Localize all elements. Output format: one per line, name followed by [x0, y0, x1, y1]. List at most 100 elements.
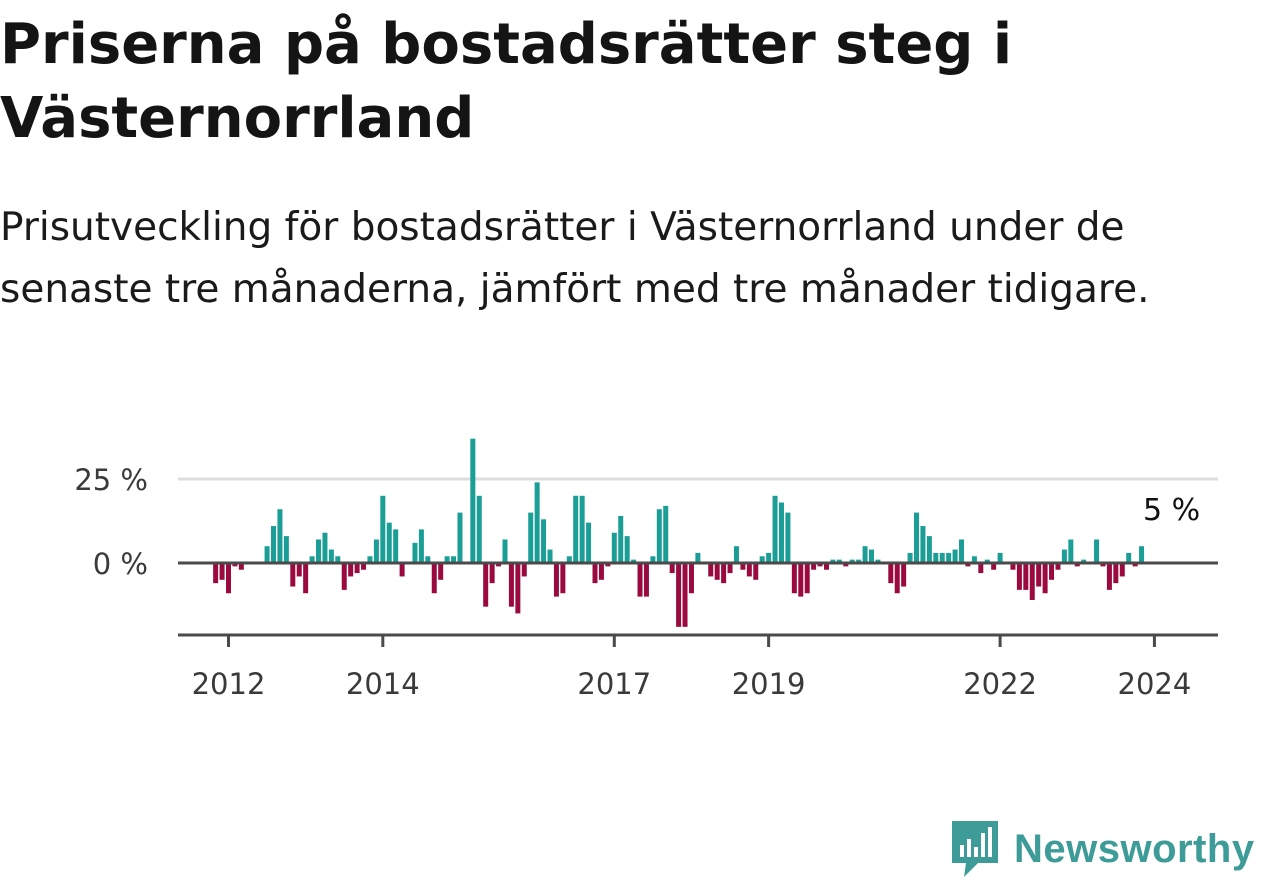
bar	[380, 495, 386, 563]
bar	[238, 563, 244, 570]
bar-chart: 0 % 25 % 2012 2014 2017 2019 2022 2024 5 %	[74, 438, 1218, 701]
bar	[534, 482, 540, 563]
bar	[650, 556, 656, 563]
bar	[335, 556, 341, 563]
bar	[624, 536, 630, 563]
bar	[907, 552, 913, 563]
bar	[1036, 563, 1042, 587]
bar	[451, 556, 457, 563]
bar	[213, 563, 219, 584]
bar	[547, 549, 553, 563]
bar	[695, 552, 701, 563]
bar	[1113, 563, 1119, 584]
bar	[920, 526, 926, 563]
axes: 0 % 25 % 2012 2014 2017 2019 2022 2024 5 %	[74, 463, 1218, 701]
bar	[309, 556, 315, 563]
bar	[984, 559, 990, 563]
bar	[541, 519, 547, 563]
bar	[219, 563, 225, 580]
bar	[457, 512, 463, 563]
bar	[232, 563, 238, 567]
bar	[836, 559, 842, 563]
bar	[438, 563, 444, 580]
bar	[862, 546, 868, 563]
bar	[367, 556, 373, 563]
bar	[508, 563, 514, 607]
bar	[1126, 552, 1132, 563]
bar	[1074, 563, 1080, 567]
bar	[1094, 539, 1100, 563]
x-tick-label: 2022	[963, 667, 1037, 701]
y-tick-label: 0 %	[93, 547, 148, 581]
bar	[875, 559, 881, 563]
x-tick-label: 2017	[577, 667, 651, 701]
bar	[676, 563, 682, 627]
bar	[521, 563, 527, 577]
bar	[303, 563, 309, 594]
bar	[901, 563, 907, 587]
bar	[721, 563, 727, 584]
bar	[888, 563, 894, 584]
chart-subtitle: Prisutveckling för bostadsrätter i Väste…	[0, 205, 1150, 312]
bar	[817, 563, 823, 567]
bar	[933, 552, 939, 563]
bar	[553, 563, 559, 597]
bar	[714, 563, 720, 580]
bar	[997, 552, 1003, 563]
bar	[811, 563, 817, 570]
bar	[1106, 563, 1112, 590]
bar	[740, 563, 746, 570]
bar	[1049, 563, 1055, 580]
bar	[785, 512, 791, 563]
bar	[316, 539, 322, 563]
bar	[226, 563, 231, 594]
bar	[328, 549, 334, 563]
bar	[798, 563, 804, 597]
bar	[727, 563, 733, 574]
bar	[759, 556, 765, 563]
bar	[579, 495, 585, 563]
newsworthy-logo[interactable]: Newsworthy	[950, 818, 1255, 880]
x-tick-label: 2012	[192, 667, 266, 701]
bar	[688, 563, 694, 594]
bar	[418, 529, 424, 563]
bar	[283, 536, 289, 563]
bar	[753, 563, 759, 580]
bar	[1132, 563, 1138, 567]
bar	[431, 563, 437, 594]
bar	[264, 546, 270, 563]
bar	[856, 559, 862, 563]
bar	[656, 509, 662, 563]
bar	[965, 563, 971, 567]
bar	[1016, 563, 1022, 590]
bar	[1119, 563, 1125, 577]
bar	[708, 563, 714, 577]
bar	[348, 563, 354, 577]
bar	[296, 563, 302, 577]
bar	[766, 552, 772, 563]
bar	[1010, 563, 1016, 570]
bar	[669, 563, 675, 574]
bar	[830, 559, 836, 563]
bar	[1061, 549, 1067, 563]
bar	[978, 563, 984, 574]
bar	[894, 563, 900, 594]
bar	[598, 563, 604, 580]
x-tick-label: 2024	[1118, 667, 1192, 701]
x-tick-label: 2019	[732, 667, 806, 701]
bar	[791, 563, 797, 594]
bar	[271, 526, 277, 563]
bar	[290, 563, 296, 587]
bar	[470, 438, 476, 563]
bar	[611, 532, 617, 563]
bar	[733, 546, 739, 563]
bar	[354, 563, 360, 574]
bar	[843, 563, 849, 567]
bar	[1055, 563, 1061, 570]
bar	[515, 563, 521, 614]
bar	[341, 563, 347, 590]
bar	[1023, 563, 1029, 590]
bar	[496, 563, 502, 567]
bar	[412, 542, 418, 563]
bar	[573, 495, 579, 563]
